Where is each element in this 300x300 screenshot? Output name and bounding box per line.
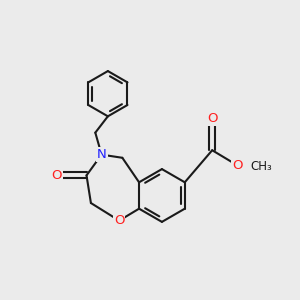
Text: O: O bbox=[232, 159, 243, 172]
Text: O: O bbox=[207, 112, 217, 125]
Text: O: O bbox=[51, 169, 62, 182]
Text: O: O bbox=[114, 214, 124, 227]
Text: CH₃: CH₃ bbox=[250, 160, 272, 173]
Text: N: N bbox=[97, 148, 106, 161]
